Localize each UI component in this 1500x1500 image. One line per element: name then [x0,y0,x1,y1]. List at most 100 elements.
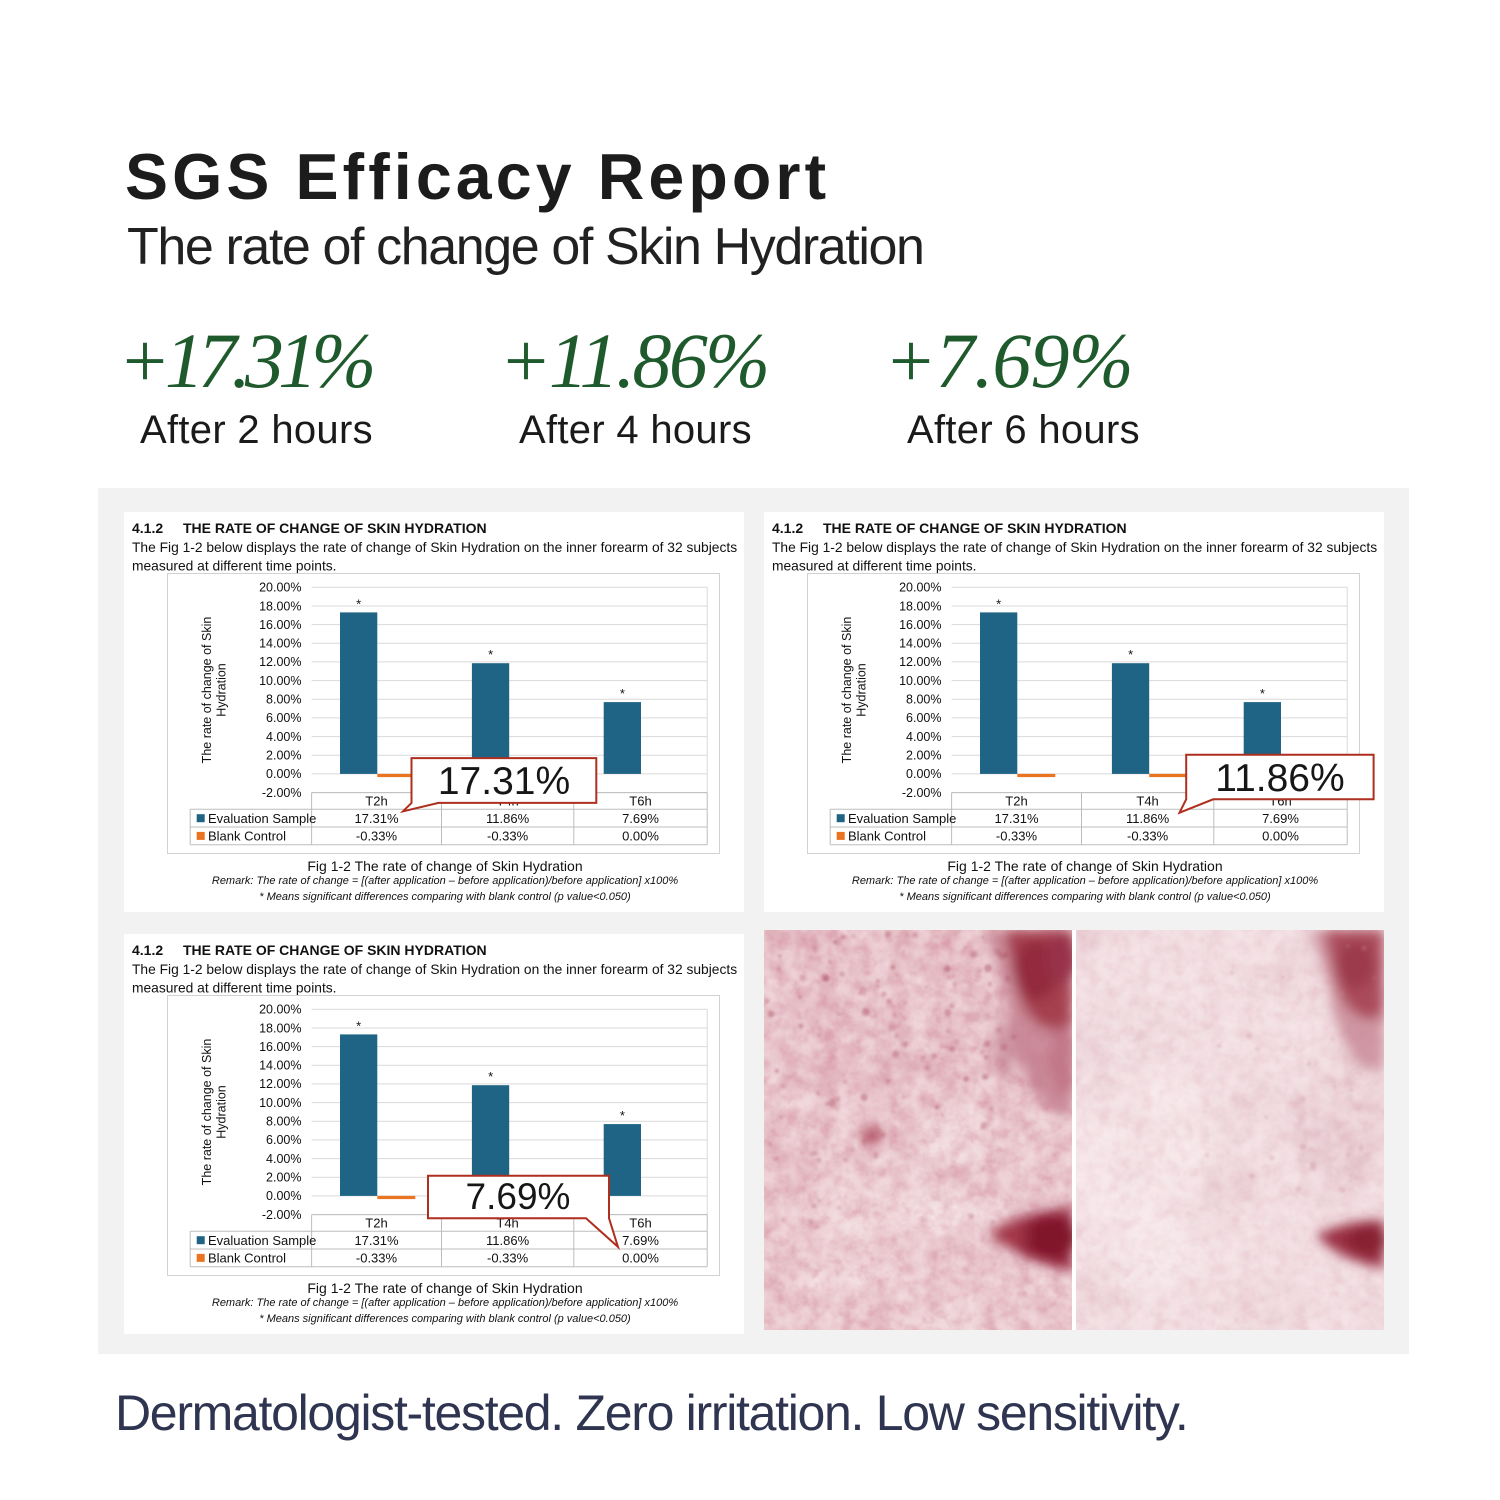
svg-text:The Fig 1-2 below displays the: The Fig 1-2 below displays the rate of c… [132,540,737,555]
svg-text:T2h: T2h [365,794,387,809]
svg-text:4.1.2: 4.1.2 [132,942,163,958]
svg-text:0.00%: 0.00% [622,829,659,844]
svg-text:measured at different time poi: measured at different time points. [772,559,977,574]
svg-text:16.00%: 16.00% [259,618,301,632]
svg-text:THE RATE OF CHANGE OF SKIN HYD: THE RATE OF CHANGE OF SKIN HYDRATION [183,942,487,958]
svg-text:The rate of change of SkinHydr: The rate of change of SkinHydration [840,617,869,764]
svg-text:T6h: T6h [629,794,651,809]
svg-text:6.00%: 6.00% [266,711,301,725]
svg-text:14.00%: 14.00% [899,637,941,651]
svg-text:0.00%: 0.00% [266,767,301,781]
svg-text:16.00%: 16.00% [899,618,941,632]
svg-text:The rate of change of SkinHydr: The rate of change of SkinHydration [200,617,229,764]
svg-text:0.00%: 0.00% [906,767,941,781]
svg-text:11.86%: 11.86% [486,1233,530,1248]
svg-text:*: * [488,647,493,662]
svg-text:0.00%: 0.00% [622,1251,659,1266]
svg-text:2.00%: 2.00% [906,749,941,763]
svg-text:11.86%: 11.86% [1215,757,1344,800]
svg-text:11.86%: 11.86% [486,811,530,826]
svg-text:Blank Control: Blank Control [208,1251,286,1266]
svg-text:-2.00%: -2.00% [262,1208,302,1222]
svg-text:-2.00%: -2.00% [902,786,942,800]
svg-text:7.69%: 7.69% [1262,811,1299,826]
svg-text:20.00%: 20.00% [899,581,941,595]
svg-text:-0.33%: -0.33% [1127,829,1169,844]
svg-text:6.00%: 6.00% [266,1133,301,1147]
svg-text:6.00%: 6.00% [906,711,941,725]
svg-text:18.00%: 18.00% [259,1021,301,1035]
svg-text:18.00%: 18.00% [259,599,301,613]
svg-text:T4h: T4h [496,1216,518,1231]
svg-text:Evaluation Sample: Evaluation Sample [208,1233,316,1248]
svg-text:The Fig 1-2 below displays the: The Fig 1-2 below displays the rate of c… [772,540,1377,555]
svg-text:17.31%: 17.31% [994,811,1039,826]
svg-text:*: * [1128,647,1133,662]
svg-text:T6h: T6h [629,1216,651,1231]
svg-text:17.31%: 17.31% [354,811,399,826]
svg-text:measured at different time poi: measured at different time points. [132,981,337,996]
svg-text:14.00%: 14.00% [259,1059,301,1073]
svg-text:* Means significant difference: * Means significant differences comparin… [259,1313,631,1325]
svg-text:17.31%: 17.31% [438,760,570,803]
svg-text:Fig 1-2 The rate of change of: Fig 1-2 The rate of change of Skin Hydra… [307,1280,582,1296]
svg-text:10.00%: 10.00% [259,674,301,688]
svg-text:Remark: The rate of change = [: Remark: The rate of change = [(after app… [852,875,1318,887]
svg-text:12.00%: 12.00% [259,1077,301,1091]
svg-text:THE RATE OF CHANGE OF SKIN HYD: THE RATE OF CHANGE OF SKIN HYDRATION [183,520,487,536]
svg-text:4.1.2: 4.1.2 [772,520,803,536]
svg-text:*: * [488,1069,493,1084]
svg-text:20.00%: 20.00% [259,581,301,595]
svg-text:*: * [996,596,1001,611]
svg-text:11.86%: 11.86% [1126,811,1170,826]
svg-text:20.00%: 20.00% [259,1003,301,1017]
svg-text:Evaluation Sample: Evaluation Sample [208,811,316,826]
svg-text:-0.33%: -0.33% [356,1251,398,1266]
svg-text:12.00%: 12.00% [259,655,301,669]
svg-text:measured at different time poi: measured at different time points. [132,559,337,574]
svg-text:7.69%: 7.69% [466,1176,571,1217]
svg-text:10.00%: 10.00% [259,1096,301,1110]
svg-text:2.00%: 2.00% [266,749,301,763]
svg-text:The rate of change of SkinHydr: The rate of change of SkinHydration [200,1039,229,1186]
svg-text:T2h: T2h [365,1216,387,1231]
svg-text:*: * [356,1018,361,1033]
svg-text:*: * [1260,686,1265,701]
svg-text:* Means significant difference: * Means significant differences comparin… [899,891,1271,903]
svg-text:4.1.2: 4.1.2 [132,520,163,536]
svg-text:Fig 1-2 The rate of change of: Fig 1-2 The rate of change of Skin Hydra… [947,858,1222,874]
svg-text:14.00%: 14.00% [259,637,301,651]
svg-text:Evaluation Sample: Evaluation Sample [848,811,956,826]
svg-text:Blank Control: Blank Control [848,829,926,844]
svg-text:-0.33%: -0.33% [996,829,1038,844]
svg-text:T2h: T2h [1005,794,1027,809]
svg-text:T4h: T4h [1136,794,1158,809]
svg-text:8.00%: 8.00% [266,1115,301,1129]
svg-text:2.00%: 2.00% [266,1171,301,1185]
svg-text:Remark: The rate of change = [: Remark: The rate of change = [(after app… [212,875,678,887]
svg-text:7.69%: 7.69% [622,1233,659,1248]
svg-text:17.31%: 17.31% [354,1233,399,1248]
svg-text:16.00%: 16.00% [259,1040,301,1054]
svg-text:*: * [356,596,361,611]
svg-text:8.00%: 8.00% [266,693,301,707]
svg-text:-2.00%: -2.00% [262,786,302,800]
svg-text:12.00%: 12.00% [899,655,941,669]
svg-text:*: * [620,1108,625,1123]
svg-text:7.69%: 7.69% [622,811,659,826]
svg-text:Fig 1-2 The rate of change of: Fig 1-2 The rate of change of Skin Hydra… [307,858,582,874]
svg-text:0.00%: 0.00% [266,1189,301,1203]
svg-text:4.00%: 4.00% [266,1152,301,1166]
svg-text:*: * [620,686,625,701]
svg-text:4.00%: 4.00% [266,730,301,744]
svg-text:-0.33%: -0.33% [487,1251,529,1266]
svg-text:Remark: The rate of change = [: Remark: The rate of change = [(after app… [212,1297,678,1309]
svg-text:8.00%: 8.00% [906,693,941,707]
svg-text:Blank Control: Blank Control [208,829,286,844]
svg-text:0.00%: 0.00% [1262,829,1299,844]
svg-text:-0.33%: -0.33% [356,829,398,844]
svg-text:The Fig 1-2 below displays the: The Fig 1-2 below displays the rate of c… [132,962,737,977]
svg-text:* Means significant difference: * Means significant differences comparin… [259,891,631,903]
svg-text:18.00%: 18.00% [899,599,941,613]
svg-text:10.00%: 10.00% [899,674,941,688]
